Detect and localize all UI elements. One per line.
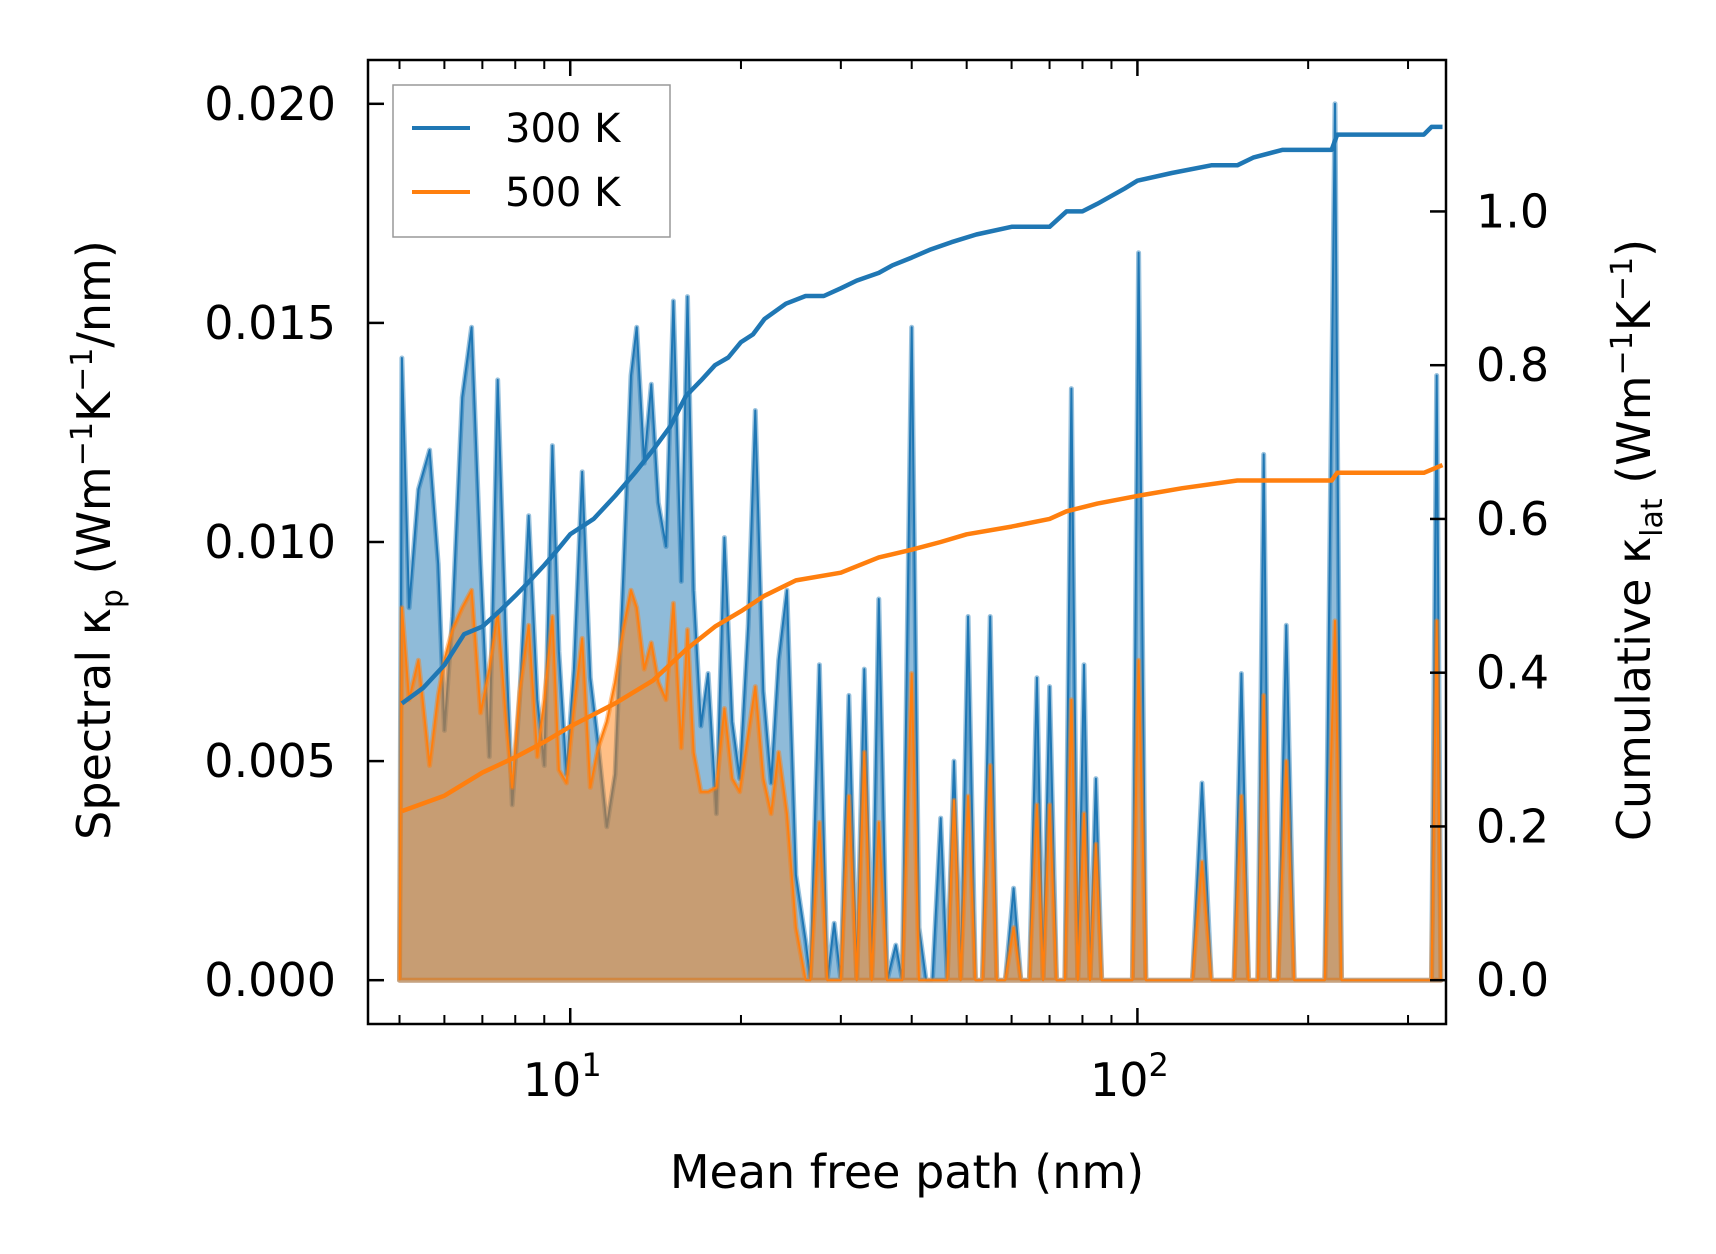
y-left-tick-label: 0.000 <box>204 953 336 1007</box>
y-right-tick-label: 0.4 <box>1476 646 1549 700</box>
spectrum-fills <box>397 101 1444 983</box>
cumulative-line-300k <box>400 124 1443 706</box>
y-left-tick-label: 0.010 <box>204 515 336 569</box>
legend-label-500k: 500 K <box>505 170 622 216</box>
series-lines <box>400 124 1444 814</box>
y-right-tick-label: 1.0 <box>1476 184 1549 238</box>
y-right-tick-label: 0.2 <box>1476 799 1549 853</box>
legend: 300 K 500 K <box>392 84 671 238</box>
legend-box <box>392 84 671 238</box>
legend-label-300k: 300 K <box>505 106 622 152</box>
left-axis-label: Spectral κp (Wm−1K−1/nm) <box>65 240 130 840</box>
cumulative-line-500k <box>401 463 1444 814</box>
spectral-line-500k <box>398 589 1442 982</box>
x-tick-label: 102 <box>1090 1046 1169 1107</box>
axis-ticks: 101 102 0.000 0.005 0.010 0.015 0.020 0.0 0.2 0.4… <box>204 60 1549 1107</box>
y-left-tick-label: 0.015 <box>204 296 336 350</box>
y-right-tick-label: 0.0 <box>1476 953 1549 1007</box>
x-axis-label: Mean free path (nm) <box>670 1145 1144 1199</box>
y-right-tick-label: 0.6 <box>1476 492 1549 546</box>
y-left-tick-label: 0.020 <box>204 77 336 131</box>
right-axis-label: Cumulative κlat (Wm−1K−1) <box>1605 239 1670 841</box>
x-tick-label: 101 <box>523 1046 602 1107</box>
y-left-tick-label: 0.005 <box>204 734 336 788</box>
y-right-tick-label: 0.8 <box>1476 338 1549 392</box>
